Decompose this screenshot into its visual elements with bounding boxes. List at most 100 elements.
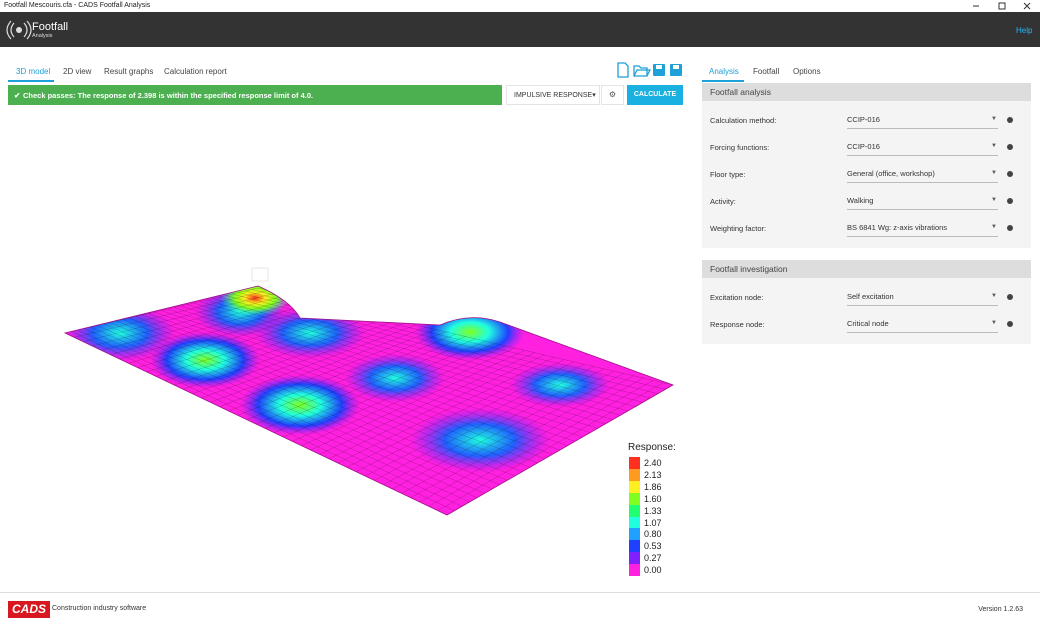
tab-2d-view[interactable]: 2D view — [63, 67, 92, 76]
legend-swatch — [629, 564, 640, 577]
legend-label: 0.80 — [644, 529, 662, 540]
field-dropdown[interactable]: CCIP-016 ▼ — [847, 115, 998, 129]
section-header: Footfall analysis — [702, 83, 1031, 101]
info-icon[interactable] — [1007, 321, 1013, 327]
open-file[interactable] — [633, 65, 652, 77]
legend-title: Response: — [628, 442, 676, 453]
tab-result-graphs[interactable]: Result graphs — [104, 67, 154, 76]
window-title: Footfall Mescouris.cfa - CADS Footfall A… — [4, 2, 151, 9]
field-dropdown[interactable]: CCIP-016 ▼ — [847, 142, 998, 156]
3d-view[interactable] — [0, 110, 700, 590]
legend-item: 0.00 — [629, 564, 679, 577]
section-panel — [702, 83, 1031, 248]
legend-label: 1.33 — [644, 505, 662, 516]
dropdown-caret: ▼ — [991, 170, 997, 176]
info-icon[interactable] — [1007, 144, 1013, 150]
legend-label: 2.40 — [644, 458, 662, 468]
legend-item: 1.33 — [629, 504, 679, 517]
legend-item: 2.13 — [629, 468, 679, 481]
field-value: General (office, workshop) — [847, 169, 935, 178]
cads-logo: CADS — [8, 601, 50, 618]
legend-item: 0.53 — [629, 540, 679, 553]
legend-item: 1.07 — [629, 516, 679, 529]
new-file[interactable] — [617, 62, 629, 78]
field-label: Forcing functions: — [710, 143, 770, 152]
field-value: CCIP-016 — [847, 115, 880, 124]
field-label: Calculation method: — [710, 116, 777, 125]
status-bar — [8, 85, 502, 105]
field-value: Critical node — [847, 319, 889, 328]
window-controls[interactable] — [970, 1, 1036, 11]
footer-divider — [0, 592, 1040, 593]
tab-options[interactable]: Options — [793, 67, 821, 76]
tab-3d-model[interactable]: 3D model — [16, 67, 51, 76]
legend-label: 1.07 — [644, 517, 662, 528]
legend-label: 1.86 — [644, 481, 662, 492]
response-dropdown-box[interactable] — [506, 85, 600, 105]
version: Version 1.2.63 — [978, 606, 1023, 613]
restore[interactable] — [998, 2, 1006, 10]
dropdown-caret: ▼ — [991, 293, 997, 299]
legend-item: 0.80 — [629, 528, 679, 541]
title-bar — [0, 0, 1040, 12]
info-icon[interactable] — [1007, 294, 1013, 300]
field-dropdown[interactable]: Critical node ▼ — [847, 319, 998, 333]
status-icon: ✔ — [14, 91, 21, 100]
tab-footfall[interactable]: Footfall — [753, 67, 780, 76]
legend-label: 0.53 — [644, 541, 662, 552]
tab-underline — [8, 80, 54, 82]
legend-swatch — [629, 516, 640, 529]
field-label: Floor type: — [710, 170, 746, 179]
field-value: Self excitation — [847, 292, 894, 301]
settings-button[interactable]: ⚙ — [601, 85, 624, 105]
dropdown-caret: ▼ — [991, 116, 997, 122]
field-dropdown[interactable]: Walking ▼ — [847, 196, 998, 210]
tab-underline — [702, 80, 744, 82]
app-logo-icon — [6, 20, 32, 40]
dropdown-caret: ▼ — [991, 320, 997, 326]
help-link[interactable]: Help — [1016, 26, 1033, 35]
dropdown-caret: ▼ — [991, 224, 997, 230]
field-value: BS 6841 Wg: z-axis vibrations — [847, 223, 948, 232]
info-icon[interactable] — [1007, 198, 1013, 204]
info-icon[interactable] — [1007, 117, 1013, 123]
tab-calc-report[interactable]: Calculation report — [164, 67, 227, 76]
legend-swatch — [629, 504, 640, 517]
legend-item: 0.27 — [629, 552, 679, 565]
app-header — [0, 12, 1040, 47]
legend-item: 2.40 — [629, 457, 679, 469]
field-value: Walking — [847, 196, 874, 205]
info-icon[interactable] — [1007, 171, 1013, 177]
legend-label: 2.13 — [644, 469, 662, 480]
field-dropdown[interactable]: General (office, workshop) ▼ — [847, 169, 998, 183]
close[interactable] — [1023, 2, 1031, 10]
info-icon[interactable] — [1007, 225, 1013, 231]
legend-swatch — [629, 468, 640, 481]
legend-item: 1.60 — [629, 492, 679, 505]
legend-item: 1.86 — [629, 480, 679, 493]
status-message: Check passes: The response of 2.398 is w… — [23, 91, 314, 100]
field-dropdown[interactable]: Self excitation ▼ — [847, 292, 998, 306]
legend-swatch — [629, 540, 640, 553]
field-dropdown[interactable]: BS 6841 Wg: z-axis vibrations ▼ — [847, 223, 998, 237]
file-toolbar — [617, 62, 682, 78]
field-label: Activity: — [710, 197, 736, 206]
footer-tagline: Construction industry software — [52, 605, 147, 612]
legend-label: 0.00 — [644, 565, 662, 576]
legend-label: 1.60 — [644, 493, 662, 504]
tab-analysis[interactable]: Analysis — [709, 67, 739, 76]
app-subtitle: Analysis — [32, 33, 53, 39]
calculate-button[interactable]: CALCULATE — [627, 85, 683, 105]
node-marker — [251, 267, 269, 282]
legend-swatch — [629, 492, 640, 505]
field-label: Weighting factor: — [710, 224, 767, 233]
field-label: Excitation node: — [710, 293, 764, 302]
response-dropdown[interactable]: IMPULSIVE RESPONSE▾ — [514, 92, 596, 99]
app-name: Footfall — [32, 21, 69, 33]
field-label: Response node: — [710, 320, 765, 329]
legend-swatch — [629, 480, 640, 493]
legend-label: 0.27 — [644, 553, 662, 564]
field-value: CCIP-016 — [847, 142, 880, 151]
